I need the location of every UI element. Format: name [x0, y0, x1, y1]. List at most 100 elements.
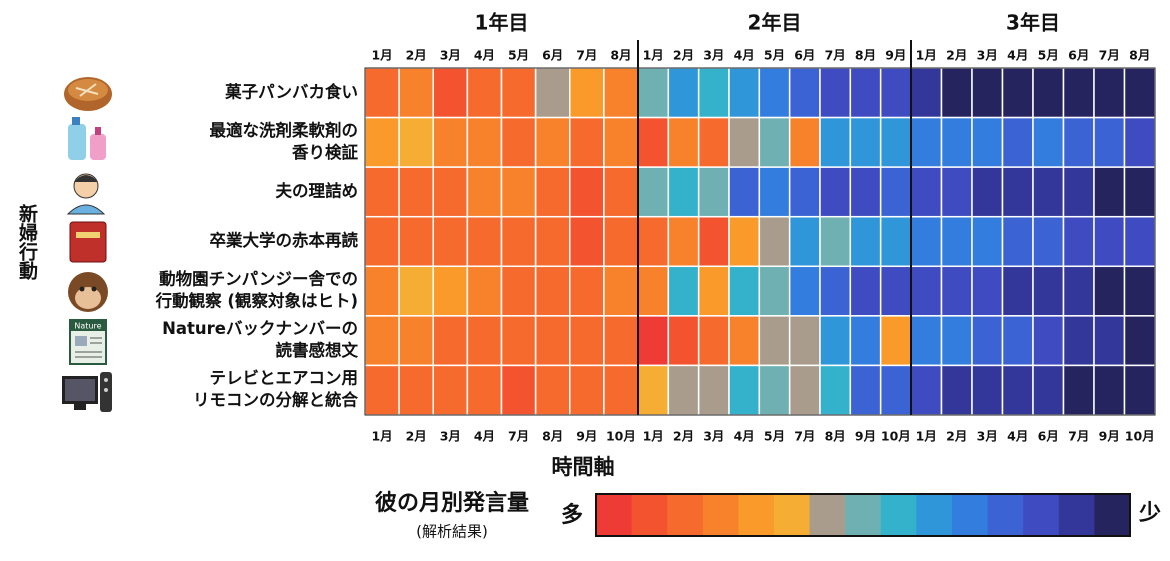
heatmap-cell	[940, 265, 973, 317]
group-label: 3年目	[1006, 11, 1060, 35]
heatmap-cell	[971, 265, 1004, 317]
heatmap-cell	[971, 315, 1004, 367]
heatmap-cell	[637, 265, 670, 317]
heatmap-cell	[667, 67, 700, 119]
bottom-month-label: 10月	[1125, 429, 1155, 444]
heatmap-cell	[879, 166, 912, 218]
row-label: 最適な洗剤柔軟剤の	[210, 120, 359, 140]
heatmap-cell	[849, 215, 882, 268]
heatmap-cell	[879, 265, 912, 317]
heatmap-cell	[364, 265, 400, 317]
legend-high-label: 多	[561, 502, 583, 528]
heatmap-cell	[398, 364, 434, 416]
heatmap-cell	[500, 364, 537, 416]
heatmap-cell	[603, 166, 639, 218]
bottom-month-label: 2月	[406, 429, 427, 444]
row-label: 行動観察 (観察対象はヒト)	[155, 291, 358, 311]
heatmap-cell	[398, 166, 434, 218]
heatmap-cell	[788, 67, 821, 119]
heatmap-cell	[910, 116, 943, 168]
bottom-month-label: 10月	[606, 429, 636, 444]
heatmap-cell	[1001, 116, 1034, 168]
top-month-label: 3月	[703, 48, 724, 63]
heatmap-cell	[1001, 315, 1034, 367]
heatmap-cell	[910, 166, 943, 218]
heatmap-cell	[432, 265, 469, 317]
heatmap-cell	[432, 315, 469, 367]
heatmap-cell	[1032, 364, 1065, 416]
colorbar-segment	[1023, 494, 1060, 536]
colorbar-segment	[987, 494, 1024, 536]
heatmap-cell	[758, 67, 791, 119]
heatmap-cell	[849, 67, 882, 119]
heatmap-cell	[1062, 116, 1095, 168]
heatmap-cell	[819, 215, 852, 268]
heatmap-cell	[1093, 116, 1126, 168]
heatmap-cell	[1001, 364, 1034, 416]
top-month-label: 8月	[610, 48, 631, 63]
heatmap-cell	[637, 116, 670, 168]
heatmap-cell	[466, 364, 503, 416]
colorbar-segment	[952, 494, 989, 536]
heatmap-cell	[1123, 116, 1156, 168]
top-month-label: 6月	[794, 48, 815, 63]
legend-title: 彼の月別発言量	[375, 490, 529, 516]
heatmap-cell	[569, 364, 605, 416]
heatmap-cell	[667, 265, 700, 317]
legend-low-label: 少	[1138, 501, 1161, 526]
icons: Nature	[62, 77, 112, 412]
icon-person	[66, 173, 106, 215]
top-month-label: 8月	[855, 48, 876, 63]
heatmap-cell	[788, 116, 821, 168]
top-month-label: 4月	[1007, 48, 1028, 63]
heatmap-cell	[971, 364, 1004, 416]
heatmap-cell	[1093, 265, 1126, 317]
heatmap-cell	[940, 315, 973, 367]
heatmap-cell	[758, 364, 791, 416]
top-month-label: 7月	[825, 48, 846, 63]
heatmap-cell	[910, 315, 943, 367]
heatmap-cell	[534, 67, 571, 119]
top-month-label: 2月	[673, 48, 694, 63]
colorbar-segment	[738, 494, 775, 536]
colorbar-segment	[631, 494, 668, 536]
top-month-label: 1月	[371, 48, 392, 63]
bottom-month-label: 2月	[946, 429, 967, 444]
colorbar-segment	[774, 494, 811, 536]
heatmap-cell	[364, 215, 400, 268]
heatmap-cell	[910, 67, 943, 119]
icon-tv	[62, 372, 112, 412]
row-label: テレビとエアコン用	[210, 369, 359, 388]
bottom-month-label: 4月	[734, 429, 755, 444]
heatmap-cell	[603, 315, 639, 367]
bottom-month-label: 3月	[703, 429, 724, 444]
heatmap-cell	[940, 215, 973, 268]
row-label: 動物園チンパンジー舎での	[159, 269, 358, 289]
colorbar-segment	[1058, 494, 1095, 536]
heatmap-cell	[398, 265, 434, 317]
legend-subtitle: (解析結果)	[416, 523, 488, 541]
heatmap-cell	[603, 265, 639, 317]
heatmap-cell	[819, 265, 852, 317]
heatmap-cell	[1062, 364, 1095, 416]
heatmap-cell	[728, 166, 761, 218]
row-label: 香り検証	[292, 142, 359, 162]
heatmap-cell	[1062, 166, 1095, 218]
bottom-month-label: 9月	[576, 429, 597, 444]
heatmap-cell	[569, 116, 605, 168]
heatmap-cell	[940, 116, 973, 168]
heatmap-cell	[534, 364, 571, 416]
heatmap-cell	[819, 166, 852, 218]
heatmap-cell	[849, 315, 882, 367]
top-month-label: 2月	[406, 48, 427, 63]
heatmap-cell	[879, 67, 912, 119]
colorbar-segment	[596, 494, 633, 536]
x-axis-label: 時間軸	[552, 455, 615, 479]
heatmap-cell	[1032, 315, 1065, 367]
colorbar-segment	[916, 494, 953, 536]
heatmap-cell	[788, 265, 821, 317]
heatmap-cell	[788, 166, 821, 218]
heatmap-cell	[788, 364, 821, 416]
heatmap-frame	[364, 67, 1156, 416]
heatmap-cell	[432, 215, 469, 268]
